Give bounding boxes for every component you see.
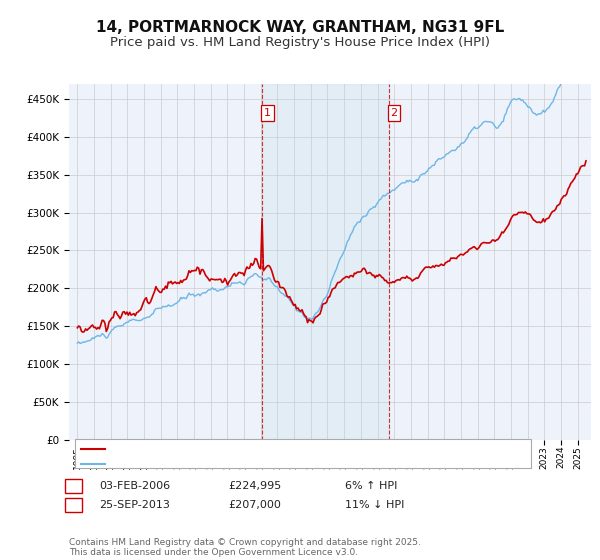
Text: 2: 2	[69, 498, 77, 512]
Bar	[262, 84, 389, 440]
Text: HPI: Average price, detached house, South Kesteven: HPI: Average price, detached house, Sout…	[111, 459, 404, 469]
Text: £207,000: £207,000	[228, 500, 281, 510]
Text: 25-SEP-2013: 25-SEP-2013	[99, 500, 170, 510]
Text: 1: 1	[264, 108, 271, 118]
Text: £224,995: £224,995	[228, 481, 281, 491]
Text: 2: 2	[391, 108, 397, 118]
Text: 11% ↓ HPI: 11% ↓ HPI	[345, 500, 404, 510]
Text: 03-FEB-2006: 03-FEB-2006	[99, 481, 170, 491]
Text: 1: 1	[69, 479, 77, 493]
Text: 14, PORTMARNOCK WAY, GRANTHAM, NG31 9FL: 14, PORTMARNOCK WAY, GRANTHAM, NG31 9FL	[96, 20, 504, 35]
Text: 14, PORTMARNOCK WAY, GRANTHAM, NG31 9FL (detached house): 14, PORTMARNOCK WAY, GRANTHAM, NG31 9FL …	[111, 444, 480, 454]
Text: Contains HM Land Registry data © Crown copyright and database right 2025.
This d: Contains HM Land Registry data © Crown c…	[69, 538, 421, 557]
Text: 6% ↑ HPI: 6% ↑ HPI	[345, 481, 397, 491]
Text: Price paid vs. HM Land Registry's House Price Index (HPI): Price paid vs. HM Land Registry's House …	[110, 36, 490, 49]
